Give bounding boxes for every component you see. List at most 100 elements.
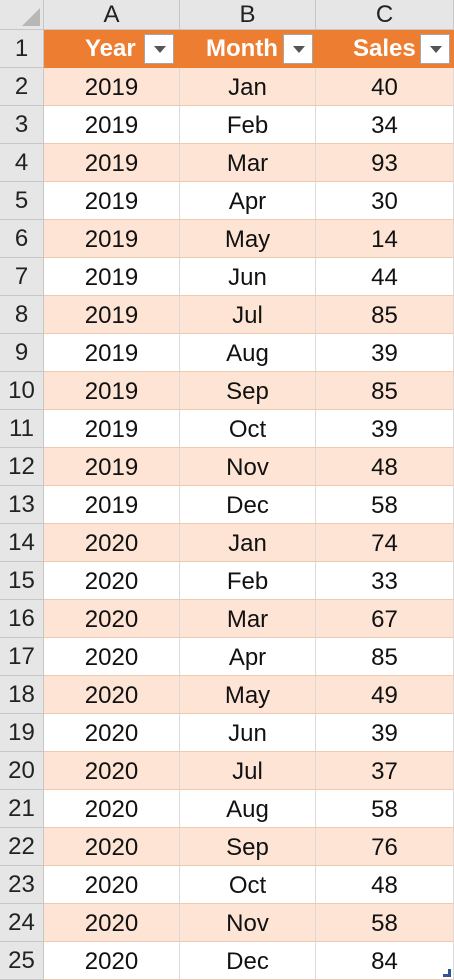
sales-cell[interactable]: 93 [316,144,454,182]
year-cell[interactable]: 2019 [44,410,180,448]
row-header[interactable]: 24 [0,904,44,942]
sales-cell[interactable]: 58 [316,790,454,828]
sales-cell[interactable]: 37 [316,752,454,790]
year-cell[interactable]: 2020 [44,790,180,828]
row-header[interactable]: 4 [0,144,44,182]
month-cell[interactable]: Mar [180,144,316,182]
month-cell[interactable]: Dec [180,942,316,980]
row-header[interactable]: 14 [0,524,44,562]
year-cell[interactable]: 2019 [44,296,180,334]
sales-cell[interactable]: 49 [316,676,454,714]
header-cell-month[interactable]: Month [180,30,316,68]
year-cell[interactable]: 2019 [44,220,180,258]
sales-cell[interactable]: 48 [316,448,454,486]
year-cell[interactable]: 2020 [44,600,180,638]
row-header[interactable]: 8 [0,296,44,334]
sales-cell[interactable]: 14 [316,220,454,258]
sales-cell[interactable]: 58 [316,904,454,942]
row-header[interactable]: 22 [0,828,44,866]
select-all-corner[interactable] [0,0,44,30]
month-cell[interactable]: Jan [180,68,316,106]
header-cell-year[interactable]: Year [44,30,180,68]
row-header[interactable]: 20 [0,752,44,790]
sales-cell[interactable]: 39 [316,410,454,448]
year-cell[interactable]: 2020 [44,714,180,752]
row-header[interactable]: 25 [0,942,44,980]
year-cell[interactable]: 2020 [44,638,180,676]
sales-cell[interactable]: 30 [316,182,454,220]
row-header[interactable]: 10 [0,372,44,410]
month-cell[interactable]: Sep [180,828,316,866]
column-header-a[interactable]: A [44,0,180,30]
row-header[interactable]: 9 [0,334,44,372]
year-cell[interactable]: 2019 [44,182,180,220]
month-cell[interactable]: Jun [180,258,316,296]
sales-cell[interactable]: 48 [316,866,454,904]
year-cell[interactable]: 2020 [44,904,180,942]
sales-cell[interactable]: 39 [316,714,454,752]
year-cell[interactable]: 2019 [44,334,180,372]
year-cell[interactable]: 2020 [44,866,180,904]
month-cell[interactable]: May [180,220,316,258]
year-cell[interactable]: 2019 [44,144,180,182]
year-cell[interactable]: 2020 [44,752,180,790]
sales-cell[interactable]: 85 [316,296,454,334]
month-cell[interactable]: May [180,676,316,714]
month-cell[interactable]: Sep [180,372,316,410]
sales-cell[interactable]: 40 [316,68,454,106]
sales-cell[interactable]: 39 [316,334,454,372]
row-header[interactable]: 7 [0,258,44,296]
sales-cell[interactable]: 85 [316,638,454,676]
row-header[interactable]: 2 [0,68,44,106]
row-header[interactable]: 21 [0,790,44,828]
sales-cell[interactable]: 44 [316,258,454,296]
year-cell[interactable]: 2020 [44,676,180,714]
month-cell[interactable]: Jul [180,752,316,790]
month-cell[interactable]: Jun [180,714,316,752]
month-cell[interactable]: Mar [180,600,316,638]
year-cell[interactable]: 2019 [44,486,180,524]
month-cell[interactable]: Jul [180,296,316,334]
header-cell-sales[interactable]: Sales [316,30,454,68]
row-header[interactable]: 23 [0,866,44,904]
row-header[interactable]: 11 [0,410,44,448]
table-resize-handle-icon[interactable] [443,969,451,977]
sales-cell[interactable]: 33 [316,562,454,600]
column-header-b[interactable]: B [180,0,316,30]
year-cell[interactable]: 2020 [44,828,180,866]
sales-cell[interactable]: 67 [316,600,454,638]
row-header[interactable]: 5 [0,182,44,220]
year-cell[interactable]: 2020 [44,562,180,600]
month-cell[interactable]: Jan [180,524,316,562]
month-cell[interactable]: Aug [180,334,316,372]
year-cell[interactable]: 2019 [44,258,180,296]
row-header[interactable]: 15 [0,562,44,600]
sales-cell[interactable]: 76 [316,828,454,866]
row-header[interactable]: 1 [0,30,44,68]
month-cell[interactable]: Oct [180,866,316,904]
row-header[interactable]: 17 [0,638,44,676]
month-cell[interactable]: Aug [180,790,316,828]
column-header-c[interactable]: C [316,0,454,30]
month-cell[interactable]: Apr [180,182,316,220]
year-cell[interactable]: 2019 [44,106,180,144]
filter-button-year[interactable] [144,34,174,64]
month-cell[interactable]: Apr [180,638,316,676]
month-cell[interactable]: Oct [180,410,316,448]
row-header[interactable]: 16 [0,600,44,638]
month-cell[interactable]: Nov [180,448,316,486]
row-header[interactable]: 19 [0,714,44,752]
month-cell[interactable]: Dec [180,486,316,524]
row-header[interactable]: 12 [0,448,44,486]
sales-cell[interactable]: 85 [316,372,454,410]
year-cell[interactable]: 2019 [44,372,180,410]
row-header[interactable]: 3 [0,106,44,144]
sales-cell[interactable]: 34 [316,106,454,144]
row-header[interactable]: 18 [0,676,44,714]
row-header[interactable]: 6 [0,220,44,258]
year-cell[interactable]: 2020 [44,942,180,980]
filter-button-month[interactable] [283,34,313,64]
row-header[interactable]: 13 [0,486,44,524]
sales-cell[interactable]: 84 [316,942,454,980]
month-cell[interactable]: Nov [180,904,316,942]
